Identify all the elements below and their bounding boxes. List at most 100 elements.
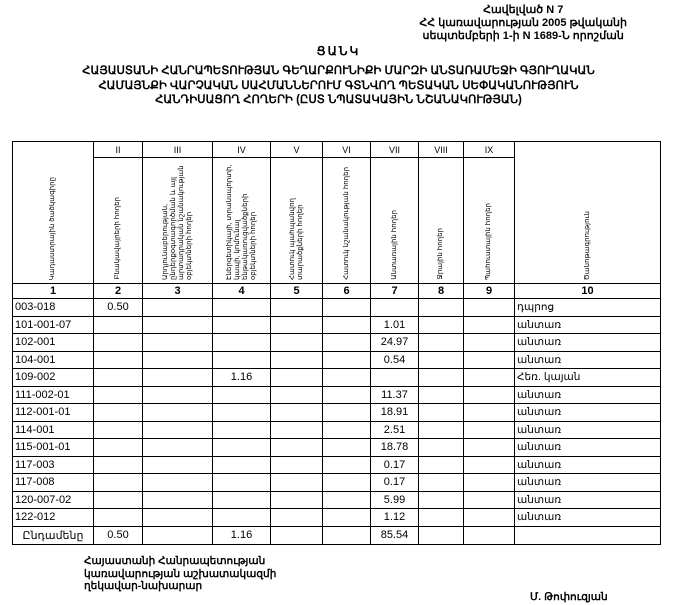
footer-line: կառավարության աշխատակազմի xyxy=(84,567,277,580)
cell-c9 xyxy=(463,350,515,369)
header-cell: Հատուկ նշանակության հողեր xyxy=(322,157,371,284)
cell-c8 xyxy=(418,315,464,334)
cell-c2 xyxy=(93,420,143,439)
cell-c7: 1.01 xyxy=(370,315,419,334)
column-number: 6 xyxy=(322,283,371,299)
cell-c8 xyxy=(418,438,464,457)
cell-c3 xyxy=(142,490,213,509)
cell-c2 xyxy=(93,455,143,474)
footer-line: ղեկավար-նախարար xyxy=(84,580,203,592)
signatory-name: Մ. Թոփուզյան xyxy=(530,591,608,603)
cell-code: 114-001 xyxy=(12,420,94,439)
cell-c5 xyxy=(270,490,323,509)
column-number: 1 xyxy=(12,283,94,299)
table-row: 122-012 1.12 անտառ xyxy=(12,508,661,527)
cell-c5 xyxy=(270,368,323,387)
cell-c6 xyxy=(322,438,371,457)
cell-c4 xyxy=(212,455,271,474)
cell-c7: 18.78 xyxy=(370,438,419,457)
cell-c4: 1.16 xyxy=(212,368,271,387)
cell-c5 xyxy=(270,403,323,422)
header-text: Ծանոթագրություն xyxy=(583,210,591,280)
cell-c2 xyxy=(93,350,143,369)
cell-c7 xyxy=(370,368,419,387)
cell-c2 xyxy=(93,508,143,527)
cell-c2 xyxy=(93,490,143,509)
cell-c7: 0.17 xyxy=(370,473,419,492)
cell-c9 xyxy=(463,385,515,404)
table-row: 117-008 0.17 անտառ xyxy=(12,473,661,492)
header-text: Անտառային հողեր xyxy=(390,210,398,280)
cell-c4 xyxy=(212,385,271,404)
cell-c4 xyxy=(212,490,271,509)
cell-c8 xyxy=(418,420,464,439)
cell-c7: 18.91 xyxy=(370,403,419,422)
cell-c4 xyxy=(212,298,271,317)
cell-code: 104-001 xyxy=(12,350,94,369)
column-number: 9 xyxy=(463,283,515,299)
cell-c4 xyxy=(212,420,271,439)
roman-cell: IV xyxy=(212,141,271,158)
cell-c7: 0.54 xyxy=(370,350,419,369)
footer-line: Հայաստանի Հանրապետության xyxy=(84,555,266,567)
column-number: 8 xyxy=(418,283,464,299)
cell-c2 xyxy=(93,368,143,387)
cell-c3 xyxy=(142,455,213,474)
cell-c6 xyxy=(322,333,371,352)
cell-c9 xyxy=(463,490,515,509)
table-row: 003-018 0.50 դպրոց xyxy=(12,298,661,317)
cell-c9 xyxy=(463,473,515,492)
table-row: 102-001 24.97 անտառ xyxy=(12,333,661,352)
header-text: Կադաստրային ծածկագիրը xyxy=(49,176,56,280)
cell-c8 xyxy=(418,508,464,527)
total-c6 xyxy=(322,525,371,545)
cell-c5 xyxy=(270,350,323,369)
annex-line: Հավելված N 7 xyxy=(483,4,564,16)
cell-c6 xyxy=(322,298,371,317)
cell-code: 102-001 xyxy=(12,333,94,352)
roman-cell: III xyxy=(142,141,213,158)
cell-note: Հեռ. կայան xyxy=(514,368,661,387)
cell-c4 xyxy=(212,315,271,334)
roman-cell: VI xyxy=(322,141,371,158)
roman-header-row: Կադաստրային ծածկագիրը II III IV V VI VII… xyxy=(12,141,661,284)
header-text: Պահուստային հողեր xyxy=(485,202,492,280)
cell-note: անտառ xyxy=(514,333,661,352)
cell-c8 xyxy=(418,333,464,352)
cell-note: անտառ xyxy=(514,403,661,422)
header-text: Էներգետիկայի, տրանսպորտի, կապի, կոմունալ… xyxy=(225,164,257,280)
cell-c3 xyxy=(142,298,213,317)
header-text: Ջրային հողեր xyxy=(437,228,444,280)
annex-reference: Հավելված N 7 ՀՀ կառավարության 2005 թվակա… xyxy=(419,4,627,43)
cell-c9 xyxy=(463,403,515,422)
cell-c6 xyxy=(322,473,371,492)
table-row: 117-003 0.17 անտառ xyxy=(12,455,661,474)
cell-c6 xyxy=(322,420,371,439)
cell-c6 xyxy=(322,385,371,404)
column-number: 3 xyxy=(142,283,213,299)
cell-code: 115-001-01 xyxy=(12,438,94,457)
column-number-row: 1 2 3 4 5 6 7 8 9 10 xyxy=(12,283,661,299)
subtitle-line: ՀԱՄԱՅՆՔԻ ՎԱՐՉԱԿԱՆ ՍԱՀՄԱՆՆԵՐՈՒՄ ԳՏՆՎՈՂ ՊԵ… xyxy=(98,79,579,92)
total-c3 xyxy=(142,525,213,545)
cell-c2 xyxy=(93,403,143,422)
cell-c2 xyxy=(93,473,143,492)
cell-c7: 11.37 xyxy=(370,385,419,404)
column-number: 2 xyxy=(93,283,143,299)
cell-code: 003-018 xyxy=(12,298,94,317)
annex-line: ՀՀ կառավարության 2005 թվականի xyxy=(419,17,627,29)
column-number: 10 xyxy=(514,283,661,299)
cell-c8 xyxy=(418,473,464,492)
cell-c4 xyxy=(212,508,271,527)
header-row: Բնակավայրերի հողեր Արդյունաբերության, ըն… xyxy=(13,157,661,284)
cell-c3 xyxy=(142,508,213,527)
cell-c6 xyxy=(322,368,371,387)
cell-note: անտառ xyxy=(514,490,661,509)
cell-note: անտառ xyxy=(514,385,661,404)
cell-c7: 24.97 xyxy=(370,333,419,352)
land-table: Կադաստրային ծածկագիրը II III IV V VI VII… xyxy=(12,141,661,545)
roman-cell: II xyxy=(93,141,143,158)
total-c2: 0.50 xyxy=(93,525,143,545)
cell-code: 117-003 xyxy=(12,455,94,474)
cell-note: անտառ xyxy=(514,455,661,474)
